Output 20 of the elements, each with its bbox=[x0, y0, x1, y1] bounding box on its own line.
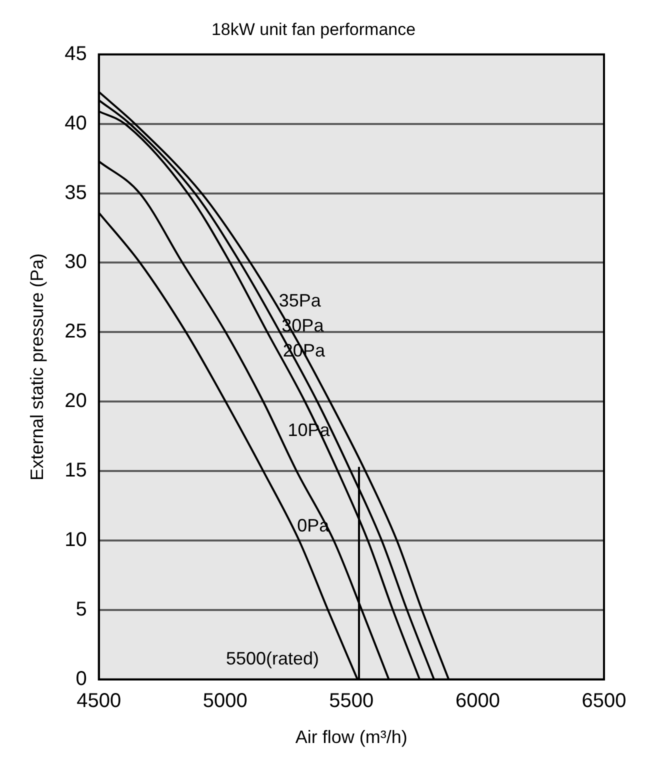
y-tick-label: 45 bbox=[64, 42, 87, 65]
y-tick-label: 30 bbox=[64, 251, 87, 274]
y-tick-label: 0 bbox=[76, 668, 87, 690]
y-axis-title: External static pressure (Pa) bbox=[26, 253, 47, 480]
x-tick-label: 6000 bbox=[455, 690, 500, 712]
y-tick-label: 35 bbox=[64, 182, 87, 204]
y-tick-label: 15 bbox=[64, 460, 87, 482]
y-tick-label: 40 bbox=[64, 112, 87, 134]
x-tick-label: 4500 bbox=[76, 690, 122, 712]
y-tick-label: 10 bbox=[64, 529, 87, 552]
annotation: 5500(rated) bbox=[226, 648, 319, 668]
chart-title: 18kW unit fan performance bbox=[211, 20, 416, 39]
x-tick-label: 6500 bbox=[582, 690, 626, 712]
y-tick-label: 25 bbox=[64, 320, 87, 343]
y-tick-label: 5 bbox=[76, 598, 87, 620]
x-tick-label: 5000 bbox=[202, 690, 248, 712]
y-tick-label: 20 bbox=[64, 390, 87, 412]
x-axis-title: Air flow (m³/h) bbox=[295, 727, 408, 748]
annotation: 35Pa bbox=[278, 290, 322, 311]
x-tick-label: 5500 bbox=[329, 690, 374, 712]
